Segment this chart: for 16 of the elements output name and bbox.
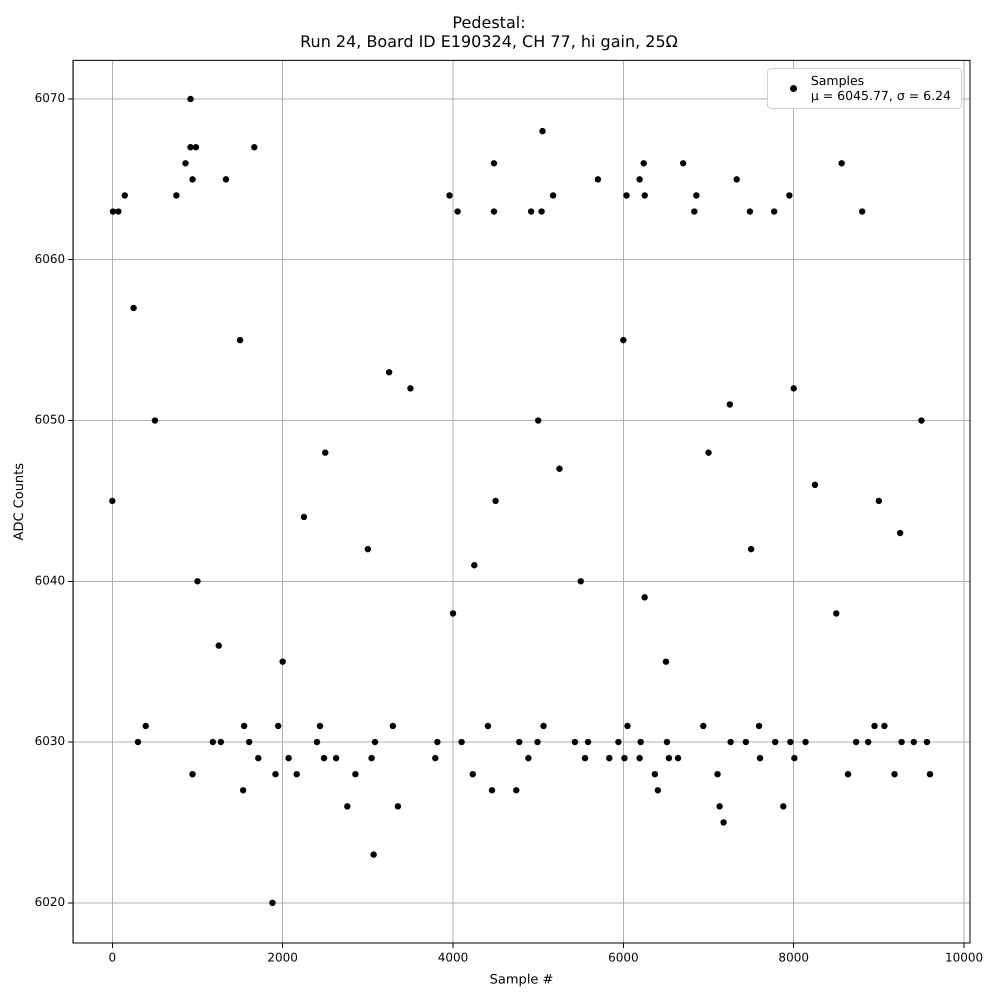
x-tick-label: 6000 [608,950,639,964]
y-tick-label: 6030 [34,734,66,748]
x-tick-label: 8000 [778,950,809,964]
y-tick-label: 6070 [34,91,66,106]
x-tick-label: 4000 [438,950,468,964]
legend-label: Samples μ = 6045.77, σ = 6.24 [810,73,951,104]
x-axis-title: Sample # [490,972,554,988]
x-tick-label: 10000 [944,950,984,964]
chart-title: Pedestal: Run 24, Board ID E190324, CH 77, hi gain, 25Ω [300,12,678,51]
x-tick-label: 2000 [267,950,298,964]
y-tick-label: 6020 [34,894,66,909]
y-tick-label: 6060 [34,252,66,266]
y-axis-title: ADC Counts [12,462,28,540]
y-tick-label: 6040 [34,573,66,588]
y-tick-label: 6050 [34,412,66,427]
x-tick-label: 0 [108,950,116,964]
